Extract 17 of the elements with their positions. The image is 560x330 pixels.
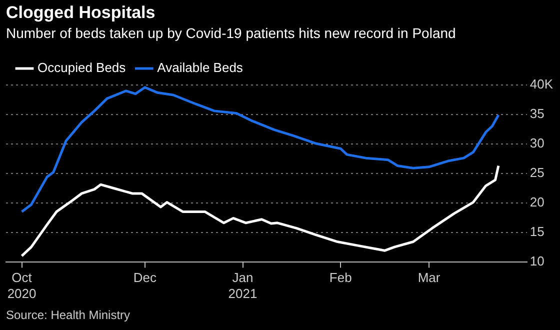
chart-title: Clogged Hospitals (6, 3, 156, 23)
y-tick-label: 40K (530, 76, 554, 92)
x-tick-label: Jan 2021 (228, 270, 258, 301)
y-tick-label: 20 (530, 194, 544, 210)
x-tick-label: Mar (418, 270, 441, 286)
legend-label: Occupied Beds (38, 60, 126, 76)
y-tick-label: 10 (530, 253, 544, 268)
chart-subtitle: Number of beds taken up by Covid-19 patients hits new record in Poland (6, 25, 456, 41)
y-tick-label: 35 (530, 106, 544, 122)
x-tick-label: Feb (329, 270, 352, 286)
x-tick-label: Oct 2020 (7, 270, 36, 301)
legend-label: Available Beds (157, 60, 244, 76)
y-tick-label: 15 (530, 224, 544, 239)
y-tick-label: 25 (530, 164, 544, 180)
y-tick-label: 30 (530, 136, 544, 151)
source-note: Source: Health Ministry (6, 308, 130, 322)
x-tick-label: Dec (133, 270, 157, 286)
